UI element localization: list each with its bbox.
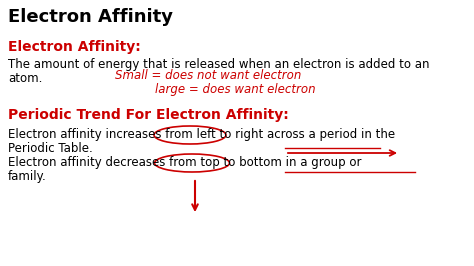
Text: Periodic Trend For Electron Affinity:: Periodic Trend For Electron Affinity: bbox=[8, 108, 289, 122]
Text: Electron affinity increases from left to right across a period in the: Electron affinity increases from left to… bbox=[8, 128, 395, 141]
Text: large = does want electron: large = does want electron bbox=[155, 83, 316, 96]
Text: Electron Affinity:: Electron Affinity: bbox=[8, 40, 141, 54]
Text: family.: family. bbox=[8, 170, 47, 183]
Text: Small = does not want electron: Small = does not want electron bbox=[115, 69, 301, 82]
Text: The amount of energy that is released when an electron is added to an: The amount of energy that is released wh… bbox=[8, 58, 429, 71]
Text: Periodic Table.: Periodic Table. bbox=[8, 142, 93, 155]
Text: atom.: atom. bbox=[8, 72, 42, 85]
Text: Electron Affinity: Electron Affinity bbox=[8, 8, 173, 26]
Text: Electron affinity decreases from top to bottom in a group or: Electron affinity decreases from top to … bbox=[8, 156, 362, 169]
